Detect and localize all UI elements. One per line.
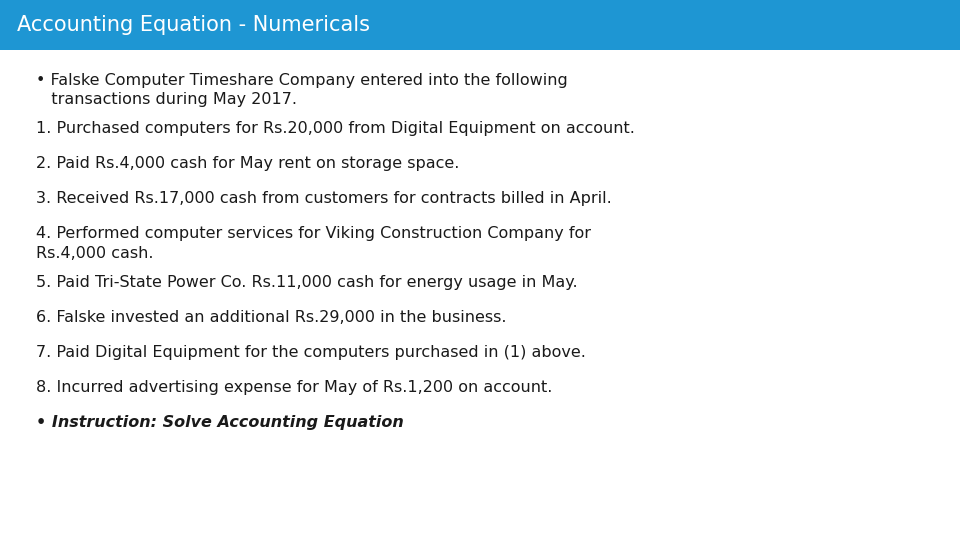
Text: 7. Paid Digital Equipment for the computers purchased in (1) above.: 7. Paid Digital Equipment for the comput…: [36, 345, 587, 360]
Text: • Instruction: Solve Accounting Equation: • Instruction: Solve Accounting Equation: [36, 415, 404, 430]
Text: 2. Paid Rs.4,000 cash for May rent on storage space.: 2. Paid Rs.4,000 cash for May rent on st…: [36, 156, 460, 171]
Text: 3. Received Rs.17,000 cash from customers for contracts billed in April.: 3. Received Rs.17,000 cash from customer…: [36, 191, 612, 206]
Text: 6. Falske invested an additional Rs.29,000 in the business.: 6. Falske invested an additional Rs.29,0…: [36, 310, 507, 325]
Bar: [0, 0, 960, 50]
Text: 1. Purchased computers for Rs.20,000 from Digital Equipment on account.: 1. Purchased computers for Rs.20,000 fro…: [36, 121, 636, 136]
Text: 8. Incurred advertising expense for May of Rs.1,200 on account.: 8. Incurred advertising expense for May …: [36, 380, 553, 395]
Text: 4. Performed computer services for Viking Construction Company for
Rs.4,000 cash: 4. Performed computer services for Vikin…: [36, 226, 591, 261]
Text: • Falske Computer Timeshare Company entered into the following
   transactions d: • Falske Computer Timeshare Company ente…: [36, 73, 568, 107]
Text: Accounting Equation - Numericals: Accounting Equation - Numericals: [17, 15, 371, 35]
Text: 5. Paid Tri-State Power Co. Rs.11,000 cash for energy usage in May.: 5. Paid Tri-State Power Co. Rs.11,000 ca…: [36, 275, 578, 290]
